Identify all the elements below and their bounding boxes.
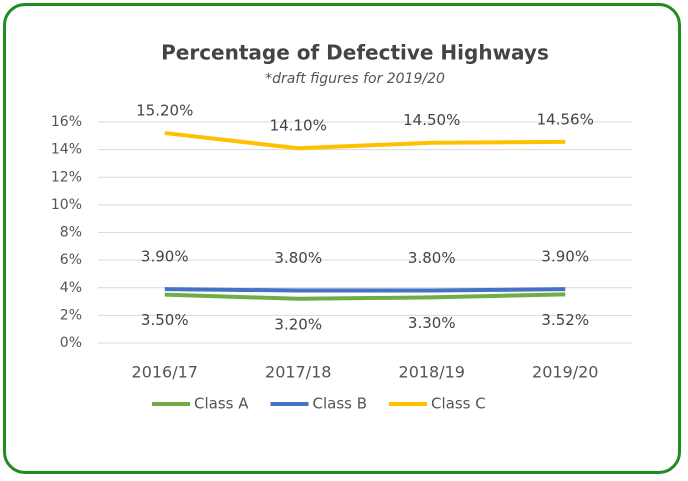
data-label: 3.52% bbox=[541, 311, 589, 329]
x-tick-label: 2017/18 bbox=[265, 363, 331, 382]
series-line bbox=[164, 292, 566, 301]
y-tick-label: 0% bbox=[60, 335, 82, 351]
series-line bbox=[164, 287, 566, 293]
legend-label: Class C bbox=[431, 395, 486, 413]
y-tick-label: 4% bbox=[60, 280, 82, 296]
chart-subtitle: *draft figures for 2019/20 bbox=[265, 71, 445, 87]
y-tick-label: 6% bbox=[60, 252, 82, 268]
x-tick-label: 2016/17 bbox=[132, 363, 198, 382]
frame bbox=[3, 3, 681, 474]
y-tick-label: 16% bbox=[51, 114, 82, 130]
y-tick-label: 8% bbox=[60, 225, 82, 241]
data-label: 3.80% bbox=[408, 249, 456, 267]
y-tick-label: 2% bbox=[60, 307, 82, 323]
data-label: 3.90% bbox=[141, 248, 189, 266]
y-tick-label: 14% bbox=[51, 142, 82, 158]
data-label: 3.50% bbox=[141, 311, 189, 329]
chart-title: Percentage of Defective Highways bbox=[161, 41, 549, 65]
y-tick-label: 10% bbox=[51, 197, 82, 213]
data-label: 14.56% bbox=[537, 110, 594, 128]
data-label: 3.30% bbox=[408, 314, 456, 332]
x-tick-label: 2019/20 bbox=[532, 363, 598, 382]
series-line bbox=[164, 131, 566, 151]
legend-label: Class B bbox=[313, 395, 368, 413]
data-label: 3.20% bbox=[274, 315, 322, 333]
x-tick-label: 2018/19 bbox=[399, 363, 465, 382]
data-label: 3.80% bbox=[274, 249, 322, 267]
legend-label: Class A bbox=[194, 395, 249, 413]
data-label: 3.90% bbox=[541, 248, 589, 266]
y-tick-label: 12% bbox=[51, 169, 82, 185]
data-label: 15.20% bbox=[136, 102, 193, 120]
data-label: 14.50% bbox=[403, 111, 460, 129]
data-label: 14.10% bbox=[270, 117, 327, 135]
